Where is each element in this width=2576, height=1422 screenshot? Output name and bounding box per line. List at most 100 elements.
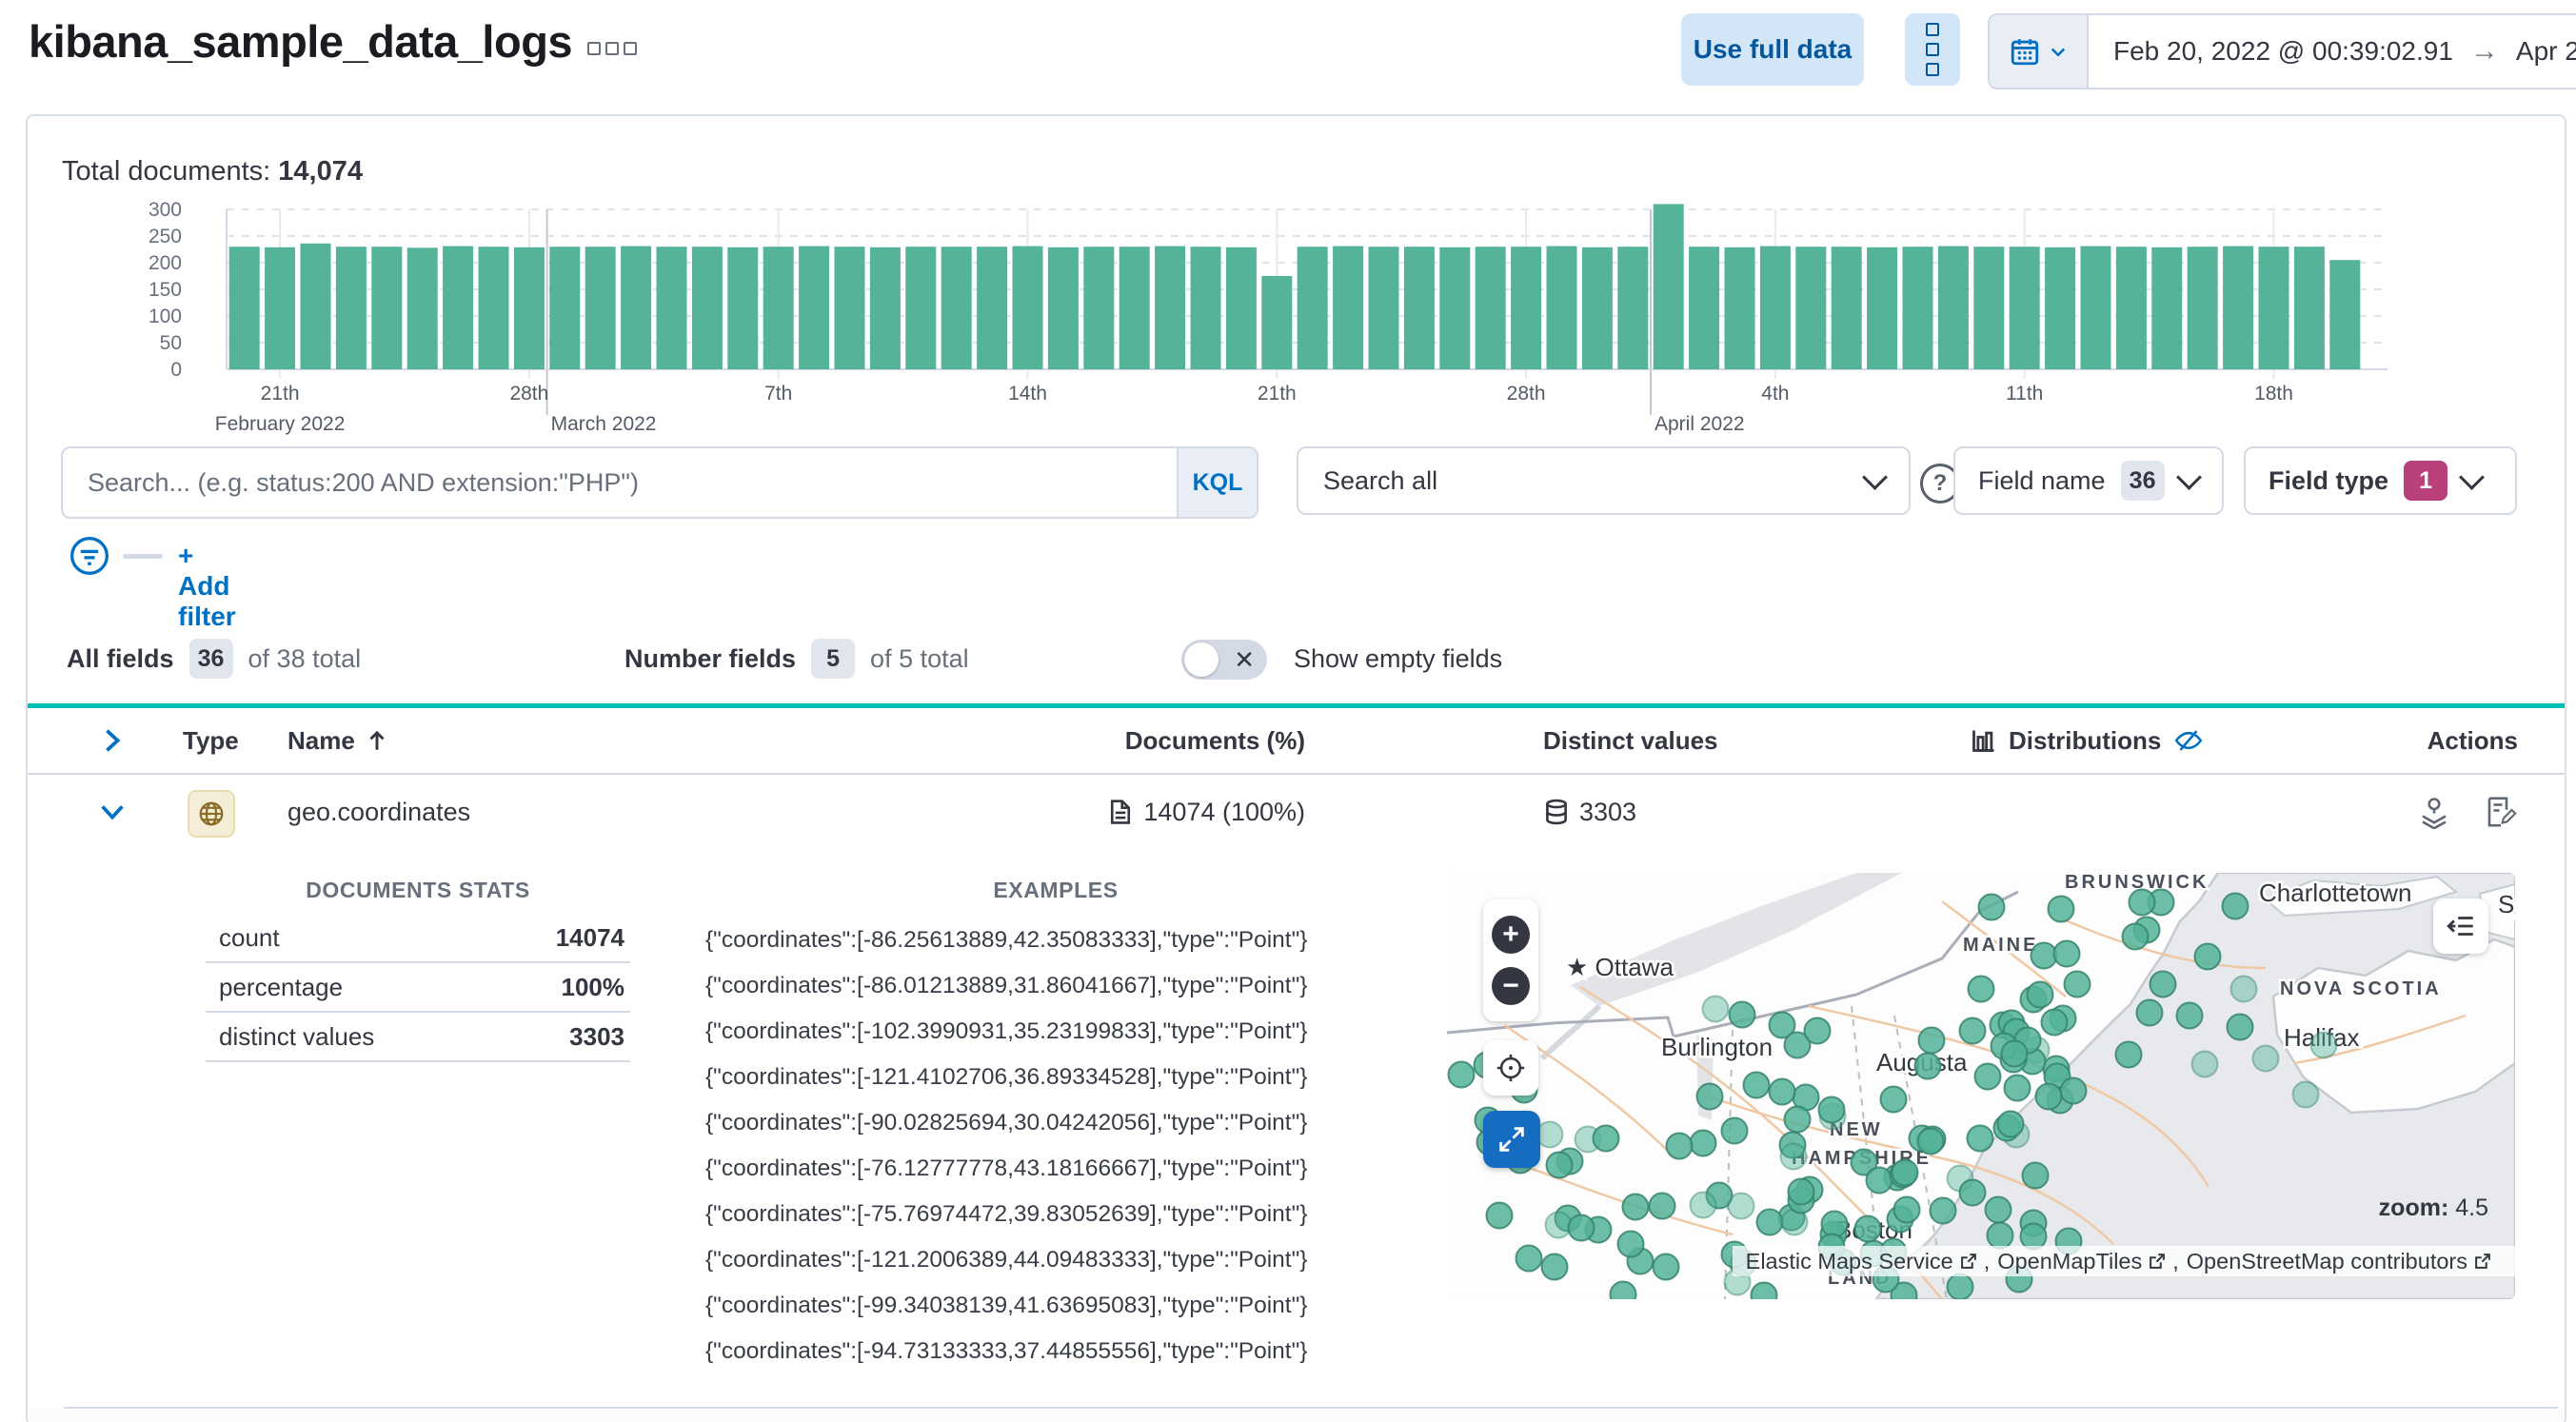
zoom-in-button[interactable]: + [1492, 916, 1530, 954]
row-divider [64, 1407, 2558, 1409]
view-in-maps-icon[interactable] [2417, 795, 2451, 829]
all-fields-summary: All fields 36 of 38 total [67, 638, 361, 680]
field-name[interactable]: geo.coordinates [287, 797, 471, 826]
map-label: MAINE [1963, 935, 2038, 956]
collapse-row-button[interactable] [98, 773, 127, 851]
field-type-filter-button[interactable]: Field type 1 [2244, 446, 2517, 515]
page-header: kibana_sample_data_logs [29, 17, 638, 67]
database-icon [1546, 799, 1567, 825]
histogram-bar [2329, 260, 2361, 369]
map-label: Halifax [2284, 1023, 2359, 1052]
histogram-bar [1190, 247, 1221, 369]
attribution-link[interactable]: OpenStreetMap contributors [2187, 1249, 2492, 1274]
search-input[interactable] [63, 448, 1177, 517]
date-range[interactable]: Feb 20, 2022 @ 00:39:02.91 → Apr 2 [2089, 15, 2576, 88]
expand-map-button[interactable] [1483, 1111, 1540, 1168]
histogram-bar [1155, 246, 1186, 369]
histogram-bar [2187, 247, 2218, 369]
chevron-down-icon [2459, 464, 2485, 490]
histogram-bar [300, 243, 331, 369]
documents-stats-title: DOCUMENTS STATS [306, 878, 530, 902]
fields-summary: All fields 36 of 38 total Number fields … [28, 638, 2565, 687]
svg-text:28th: 28th [1507, 383, 1546, 405]
search-all-select[interactable]: Search all [1297, 446, 1911, 515]
map-canvas: BRUNSWICK Charlottetown Sy MAINE ★ Ottawa NOV… [1447, 873, 2515, 1299]
documents-stats-table: count 14074 percentage 100% distinct values 3… [206, 914, 630, 1062]
field-documents: 14074 (100%) [980, 773, 1305, 851]
attribution-link[interactable]: Elastic Maps Service, [1745, 1248, 1991, 1274]
histogram-bar [1902, 247, 1933, 369]
sampling-options-button[interactable] [1905, 13, 1960, 86]
set-view-button[interactable] [1483, 1040, 1538, 1096]
column-header-distinct-values: Distinct values [1543, 725, 1718, 755]
show-empty-fields-toggle[interactable]: ✕ [1181, 640, 1267, 680]
chevron-down-icon [2175, 464, 2202, 490]
show-empty-fields-label: Show empty fields [1294, 643, 1503, 673]
map-label: NEW [1830, 1119, 1883, 1140]
menu-left-icon [2447, 917, 2473, 936]
histogram-bar [1119, 247, 1150, 369]
svg-text:300: 300 [149, 199, 182, 221]
histogram-bar [478, 247, 509, 369]
histogram-bar [1617, 247, 1649, 369]
svg-text:7th: 7th [764, 383, 792, 405]
filter-icon[interactable] [69, 535, 110, 577]
index-options-icon[interactable] [587, 41, 638, 55]
geo-point-type-icon [188, 790, 235, 838]
svg-text:150: 150 [149, 279, 182, 301]
field-name-filter-button[interactable]: Field name 36 [1953, 446, 2224, 515]
histogram-bar [763, 247, 794, 369]
svg-text:28th: 28th [509, 383, 548, 405]
histogram-bar [2258, 247, 2289, 369]
use-full-data-button[interactable]: Use full data [1681, 13, 1864, 86]
stats-row: distinct values 3303 [206, 1013, 630, 1062]
histogram-bar [1581, 247, 1613, 369]
field-distinct-values: 3303 [1543, 773, 1636, 851]
collapse-legend-button[interactable] [2433, 899, 2488, 954]
histogram-bar [549, 247, 581, 369]
svg-text:21th: 21th [261, 383, 300, 405]
histogram-bar [1689, 247, 1720, 369]
histogram-bar [1403, 247, 1435, 369]
zoom-out-button[interactable]: − [1492, 967, 1530, 1005]
eye-closed-icon[interactable] [2172, 724, 2205, 757]
histogram-bar [977, 247, 1008, 369]
histogram-bar [371, 247, 403, 369]
external-link-icon [1960, 1254, 1976, 1269]
date-start: Feb 20, 2022 @ 00:39:02.91 [2113, 36, 2453, 66]
svg-text:100: 100 [149, 306, 182, 327]
column-header-type: Type [183, 725, 239, 755]
histogram-svg: 0 50 100 150 200 250 300 21th 28th 7th 14th 21th 28t… [149, 199, 2388, 435]
histogram-bar [513, 247, 545, 369]
quick-select-date-button[interactable] [1990, 15, 2089, 88]
date-range-arrow-icon: → [2469, 35, 2499, 67]
map-label: ★ Ottawa [1566, 953, 1674, 981]
histogram-bar [1225, 247, 1257, 369]
histogram-bar [869, 247, 901, 369]
example-item: {"coordinates":[-102.3990931,35.23199833… [705, 1018, 1308, 1044]
column-header-distributions: Distributions [1971, 708, 2205, 773]
data-visualizer-panel: Total documents: 14,074 0 50 100 150 200 250 3… [26, 114, 2566, 1422]
stats-row: count 14074 [206, 914, 630, 963]
histogram-bar [1012, 246, 1043, 369]
example-item: {"coordinates":[-75.76974472,39.83052639… [705, 1201, 1308, 1227]
histogram-bar [1475, 247, 1506, 369]
external-link-icon [2150, 1254, 2166, 1269]
attribution-link[interactable]: OpenMapTiles, [1997, 1248, 2179, 1274]
geo-coordinates-map[interactable]: BRUNSWICK Charlottetown Sy MAINE ★ Ottawa NOV… [1447, 873, 2515, 1299]
map-attribution: Elastic Maps Service, OpenMapTiles, OpenSt… [1732, 1246, 2515, 1276]
histogram-bar [834, 247, 865, 369]
expand-all-button[interactable] [98, 708, 127, 773]
histogram-bar [1937, 246, 1969, 369]
histogram-bar [905, 247, 937, 369]
example-item: {"coordinates":[-86.25613889,42.35083333… [705, 927, 1308, 953]
edit-document-icon[interactable] [2484, 795, 2518, 829]
svg-text:4th: 4th [1761, 383, 1789, 405]
column-header-name[interactable]: Name [287, 708, 389, 773]
column-header-actions: Actions [2427, 725, 2518, 755]
kql-button[interactable]: KQL [1177, 448, 1257, 517]
histogram-bar [1867, 247, 1898, 369]
map-zoom-level: zoom: 4.5 [2378, 1195, 2488, 1221]
add-filter-link[interactable]: + Add filter [178, 541, 236, 631]
